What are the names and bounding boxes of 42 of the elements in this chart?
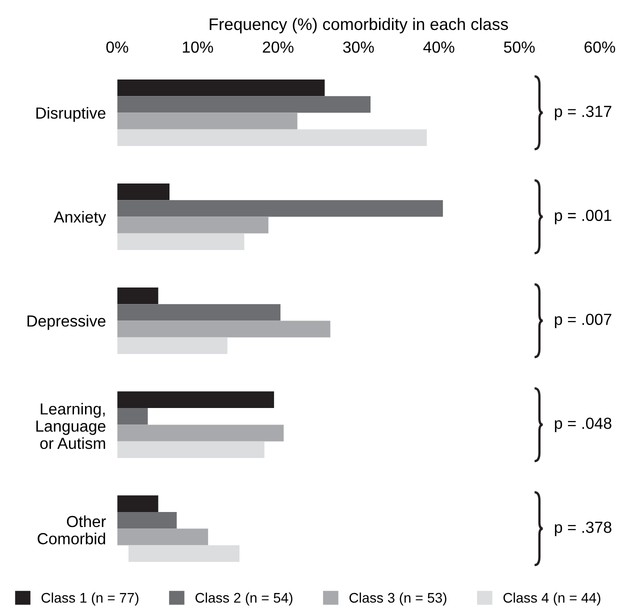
bar — [117, 320, 330, 338]
annotation: p = .007 — [554, 314, 612, 328]
bar — [117, 408, 148, 425]
bar — [117, 112, 298, 130]
annotation: p = .378 — [554, 522, 612, 536]
legend-label: Class 4 (n = 44) — [503, 592, 600, 606]
bar — [117, 183, 170, 200]
bar — [117, 512, 177, 529]
x-tick-label: 60% — [584, 41, 616, 53]
x-tick-label: 0% — [106, 41, 128, 53]
bar — [117, 337, 228, 354]
bar — [117, 80, 325, 96]
x-tick-label: 10% — [182, 41, 214, 53]
y-tick-label: Disruptive — [36, 106, 106, 122]
annotation: p = .317 — [554, 106, 612, 120]
legend-label: Class 2 (n = 54) — [196, 592, 292, 606]
x-tick-label: 40% — [423, 41, 454, 53]
bar — [117, 424, 284, 442]
annotation: p = .048 — [554, 418, 612, 432]
y-tick-label: Anxiety — [54, 210, 106, 226]
y-tick-label: Depressive — [28, 314, 106, 330]
bar — [117, 200, 443, 217]
x-tick-label: 30% — [343, 41, 374, 53]
y-tick-label: Learning, Language or Autism — [36, 402, 106, 449]
y-tick-label: Other Comorbid — [38, 515, 106, 544]
bar — [117, 129, 427, 146]
bar — [117, 528, 208, 546]
x-axis-title: Frequency (%) comorbidity in each class — [210, 18, 508, 34]
bar — [117, 216, 268, 234]
x-tick-label: 20% — [262, 41, 294, 53]
legend-label: Class 1 (n = 77) — [42, 592, 138, 606]
bar — [117, 304, 280, 321]
bar — [117, 233, 244, 250]
bar — [128, 545, 240, 562]
legend-label: Class 3 (n = 53) — [349, 592, 446, 606]
x-tick-label: 50% — [504, 41, 535, 53]
bar — [117, 96, 371, 113]
bar — [117, 495, 158, 512]
bar — [117, 287, 158, 304]
bar — [117, 441, 264, 458]
bar — [117, 391, 274, 408]
annotation: p = .001 — [554, 210, 612, 224]
